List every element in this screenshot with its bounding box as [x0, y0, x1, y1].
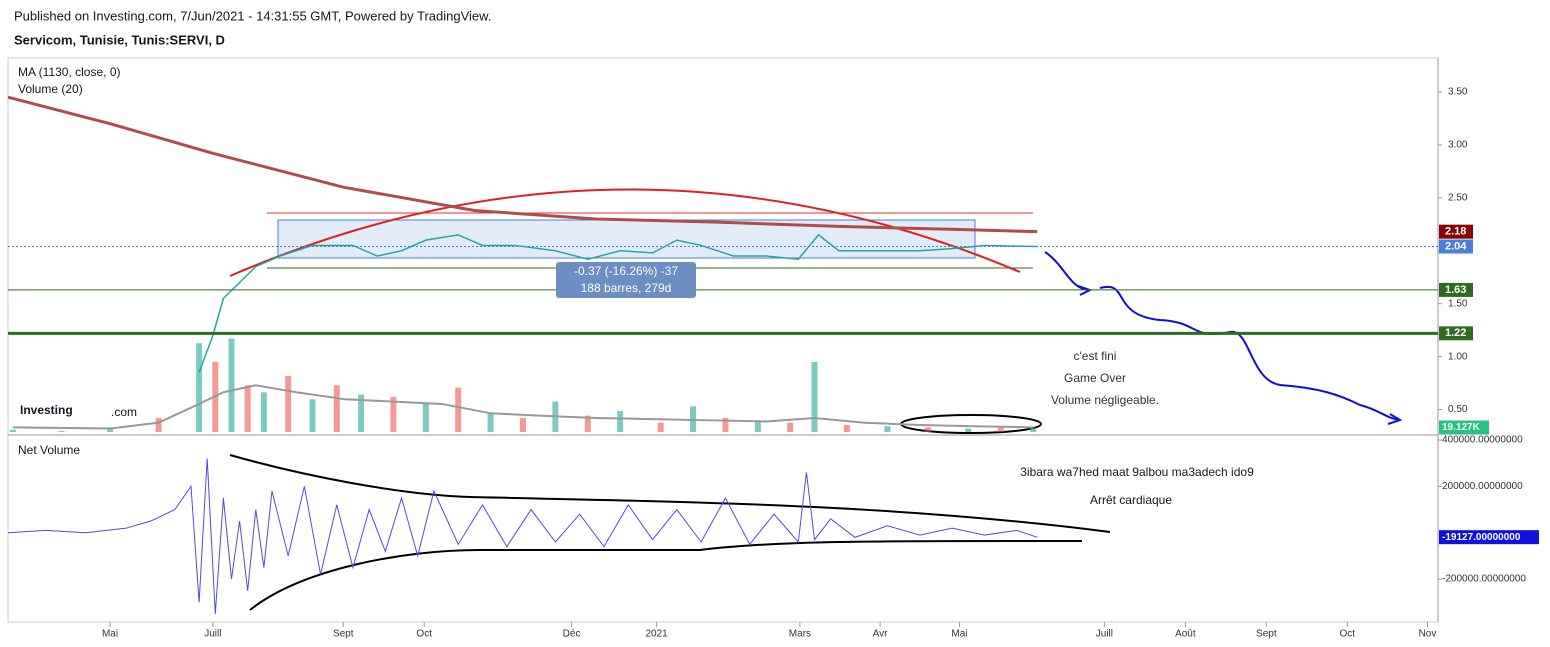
volume-bar: [333, 385, 340, 432]
note: 3ibara wa7hed maat 9albou ma3adech ido9: [1020, 465, 1254, 479]
volume-bar: [285, 375, 292, 432]
volume-bar: [309, 399, 316, 432]
price-badge: [1439, 239, 1473, 254]
net-volume-legend: Net Volume: [18, 443, 80, 457]
volume-bar: [843, 424, 850, 432]
arc-drawing: [229, 188, 1021, 277]
measure-box: [556, 262, 696, 298]
volume-bar: [390, 396, 397, 432]
note: Game Over: [1064, 371, 1126, 385]
y-tick-label: 400000.00000000: [1442, 435, 1523, 446]
net-volume-line: [7, 458, 1038, 614]
price-badge: [1439, 326, 1473, 341]
volume-bar: [244, 385, 251, 432]
y-tick-label: 0.50: [1448, 404, 1468, 415]
volume-bar: [997, 427, 1004, 432]
volume-bar: [1030, 427, 1037, 432]
volume-bar: [196, 343, 203, 432]
volume-bar: [722, 417, 729, 432]
y-tick-label: 200000.00000000: [1442, 481, 1523, 492]
volume-bar: [422, 403, 429, 432]
price-line: [7, 95, 1038, 234]
measure-bars: 188 barres, 279d: [581, 281, 672, 295]
value-badge-label: 19.127K: [1442, 422, 1481, 433]
net-volume-upper-trend: [229, 454, 1111, 533]
x-tick-label: Juill: [204, 629, 221, 640]
value-badge: [1439, 530, 1539, 545]
price-badge: [1439, 224, 1473, 239]
volume-bar: [787, 422, 794, 432]
logo-suffix: .com: [111, 405, 137, 419]
x-tick-label: Août: [1175, 629, 1196, 640]
published: Published on Investing.com, 7/Jun/2021 -…: [14, 8, 491, 23]
volume-bar: [358, 394, 365, 432]
y-tick-label: 3.50: [1448, 87, 1468, 98]
x-tick-label: 2021: [645, 629, 668, 640]
net-volume-lower-trend: [249, 539, 1083, 611]
y-tick-label: 3.00: [1448, 139, 1468, 150]
price-badge-label: 1.22: [1445, 327, 1466, 339]
x-tick-label: Nov: [1419, 629, 1437, 640]
volume-bar: [811, 361, 818, 432]
x-tick-label: Oct: [416, 629, 432, 640]
volume-bar: [487, 413, 494, 432]
value-badge-label: -19127.00000000: [1442, 532, 1521, 543]
x-tick-label: Sept: [1256, 629, 1277, 640]
y-tick-label: 1.50: [1448, 298, 1468, 309]
note: Arrêt cardiaque: [1090, 493, 1172, 507]
volume-bar: [519, 417, 526, 432]
note: Volume négligeable.: [1051, 393, 1159, 407]
volume-bar: [228, 338, 235, 432]
logo: Investing: [20, 403, 73, 417]
volume-bar: [617, 410, 624, 432]
price-badge: [1439, 282, 1473, 297]
volume-bar: [924, 427, 931, 432]
volume-bar: [58, 430, 65, 432]
price-badge-label: 2.04: [1445, 240, 1467, 252]
note: c'est fini: [1074, 349, 1117, 363]
volume-legend: Volume (20): [18, 82, 83, 96]
volume-bar: [455, 387, 462, 432]
volume-bar: [584, 415, 591, 432]
x-tick-label: Mars: [789, 629, 811, 640]
volume-bar: [260, 392, 267, 432]
x-tick-label: Mai: [951, 629, 967, 640]
volume-bar: [107, 428, 114, 432]
y-tick-label: 2.50: [1448, 192, 1468, 203]
y-tick-label: 1.00: [1448, 351, 1468, 362]
x-tick-label: Mai: [102, 629, 118, 640]
x-tick-label: Sept: [333, 629, 354, 640]
y-tick-label: -200000.00000000: [1442, 574, 1526, 585]
volume-bar: [657, 422, 664, 432]
value-badge: [1439, 420, 1489, 435]
range-box: [277, 219, 976, 259]
volume-bar: [754, 420, 761, 432]
price-line: [198, 233, 1038, 373]
ma-legend: MA (1130, close, 0): [18, 65, 121, 79]
volume-bar: [884, 426, 891, 432]
measure-change: -0.37 (-16.26%) -37: [574, 264, 678, 278]
volume-ma-line: [12, 384, 1034, 430]
volume-bar: [9, 429, 16, 432]
price-badge-label: 1.63: [1445, 284, 1466, 296]
x-tick-label: Avr: [873, 629, 888, 640]
x-tick-label: Déc: [563, 629, 581, 640]
x-tick-label: Oct: [1340, 629, 1356, 640]
volume-bar: [155, 417, 162, 432]
x-tick-label: Juill: [1096, 629, 1113, 640]
plot-frame: [7, 57, 1439, 623]
price-badge-label: 2.18: [1445, 226, 1466, 238]
volume-bar: [965, 428, 972, 432]
symbol: Servicom, Tunisie, Tunis:SERVI, D: [14, 32, 225, 47]
